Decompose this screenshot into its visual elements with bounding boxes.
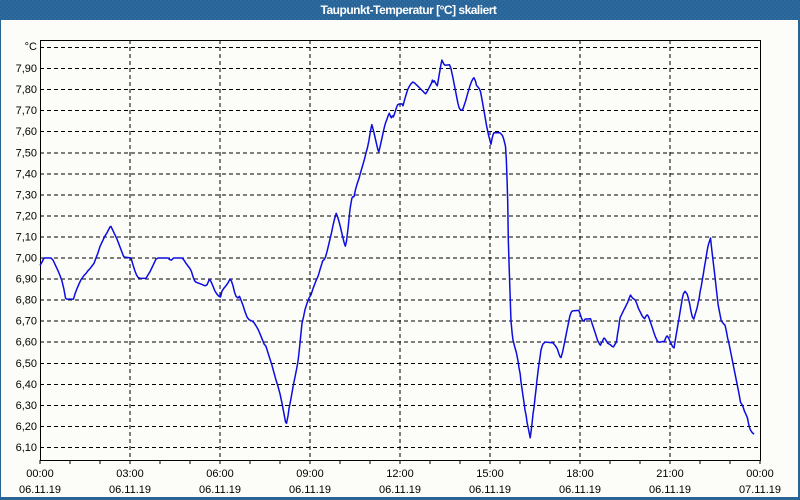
svg-text:12:00: 12:00 [386,468,414,480]
svg-text:09:00: 09:00 [296,468,324,480]
svg-text:06.11.19: 06.11.19 [559,484,601,496]
svg-text:6,70: 6,70 [16,316,37,328]
svg-text:6,20: 6,20 [16,421,37,433]
svg-text:6,30: 6,30 [16,400,37,412]
svg-text:7,80: 7,80 [16,84,37,96]
svg-text:7,60: 7,60 [16,126,37,138]
svg-text:6,50: 6,50 [16,358,37,370]
svg-text:7,50: 7,50 [16,147,37,159]
svg-text:06.11.19: 06.11.19 [649,484,691,496]
svg-text:07.11.19: 07.11.19 [739,484,781,496]
svg-text:06:00: 06:00 [206,468,234,480]
svg-text:7,00: 7,00 [16,253,37,265]
svg-text:7,20: 7,20 [16,210,37,222]
svg-text:03:00: 03:00 [116,468,144,480]
svg-text:6,90: 6,90 [16,274,37,286]
svg-text:06.11.19: 06.11.19 [199,484,241,496]
svg-text:06.11.19: 06.11.19 [469,484,511,496]
svg-text:06.11.19: 06.11.19 [289,484,331,496]
svg-text:15:00: 15:00 [476,468,504,480]
svg-text:06.11.19: 06.11.19 [19,484,61,496]
svg-text:6,60: 6,60 [16,337,37,349]
svg-text:06.11.19: 06.11.19 [109,484,151,496]
svg-text:Taupunkt-Temperatur [°C] skali: Taupunkt-Temperatur [°C] skaliert [321,3,497,17]
svg-text:7,90: 7,90 [16,63,37,75]
svg-text:6,40: 6,40 [16,379,37,391]
svg-text:6,80: 6,80 [16,295,37,307]
svg-text:6,10: 6,10 [16,442,37,454]
svg-text:7,40: 7,40 [16,168,37,180]
svg-text:7,30: 7,30 [16,189,37,201]
svg-text:00:00: 00:00 [746,468,774,480]
svg-text:21:00: 21:00 [656,468,684,480]
svg-text:°C: °C [25,41,37,53]
svg-text:7,70: 7,70 [16,105,37,117]
svg-text:00:00: 00:00 [26,468,54,480]
svg-text:7,10: 7,10 [16,232,37,244]
svg-text:06.11.19: 06.11.19 [379,484,421,496]
svg-text:18:00: 18:00 [566,468,594,480]
